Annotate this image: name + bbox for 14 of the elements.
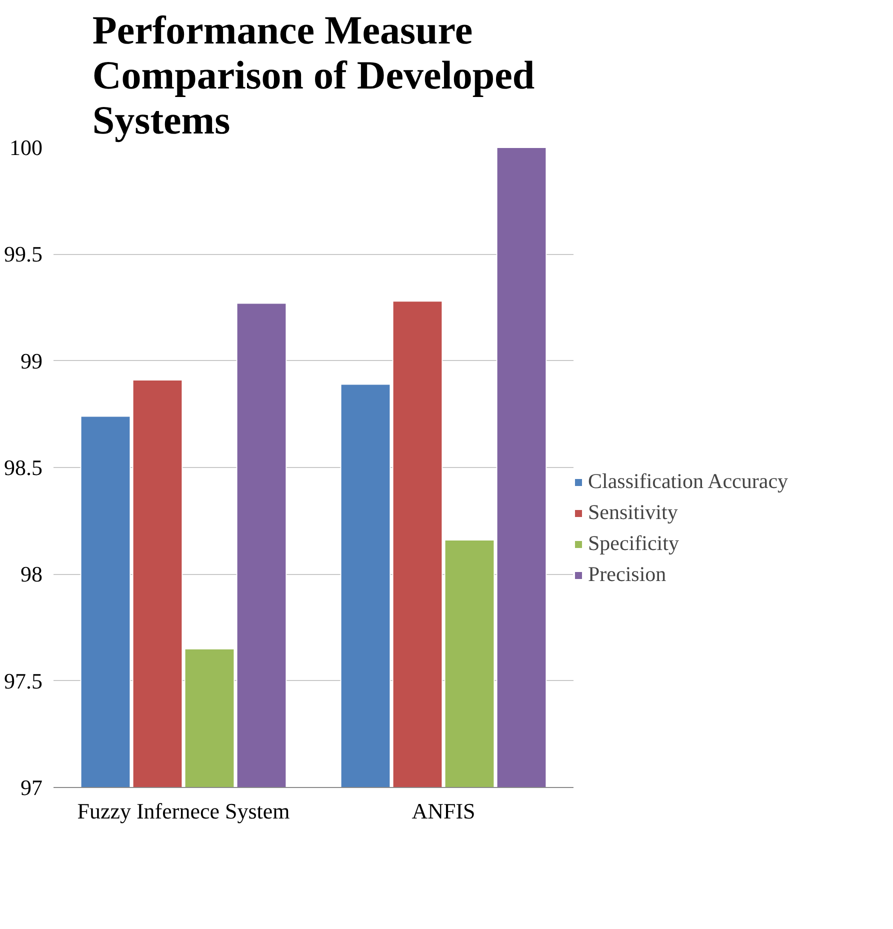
- y-tick-label: 99: [20, 348, 42, 374]
- y-tick-label: 97: [20, 775, 42, 800]
- x-tick-label: ANFIS: [412, 798, 476, 824]
- legend-label: Sensitivity: [588, 500, 678, 525]
- chart-title: Performance Measure Comparison of Developed Systems: [92, 8, 535, 142]
- y-tick-label: 99.5: [4, 242, 42, 267]
- y-tick-label: 97.5: [4, 668, 42, 694]
- y-tick-label: 98.5: [4, 455, 42, 480]
- legend-label: Precision: [588, 562, 666, 587]
- y-tick-label: 100: [10, 135, 42, 160]
- y-tick-label: 98: [20, 562, 42, 587]
- legend-label: Classification Accuracy: [588, 469, 788, 494]
- legend-label: Specificity: [588, 531, 679, 556]
- x-tick-label: Fuzzy Infernece System: [77, 798, 290, 824]
